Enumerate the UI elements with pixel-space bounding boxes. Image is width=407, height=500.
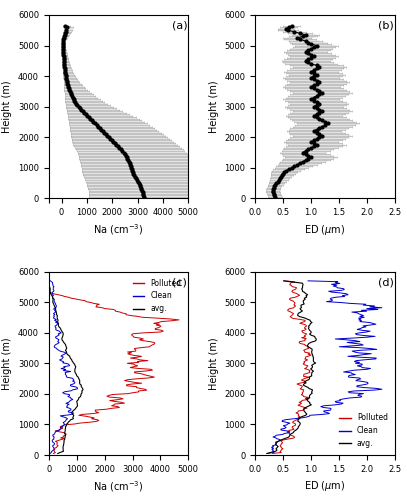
Text: (c): (c) xyxy=(172,277,186,287)
Y-axis label: Height (m): Height (m) xyxy=(2,337,13,390)
Legend: Polluted, Clean, avg.: Polluted, Clean, avg. xyxy=(336,410,391,451)
Text: (d): (d) xyxy=(378,277,394,287)
X-axis label: ED ($\mu$m): ED ($\mu$m) xyxy=(304,480,346,494)
Y-axis label: Height (m): Height (m) xyxy=(2,80,13,133)
Text: (a): (a) xyxy=(172,20,187,30)
Text: (b): (b) xyxy=(378,20,394,30)
Legend: Polluted, Clean, avg.: Polluted, Clean, avg. xyxy=(130,276,184,316)
Y-axis label: Height (m): Height (m) xyxy=(209,80,219,133)
X-axis label: Na (cm$^{-3}$): Na (cm$^{-3}$) xyxy=(93,222,144,238)
Y-axis label: Height (m): Height (m) xyxy=(209,337,219,390)
X-axis label: ED ($\mu$m): ED ($\mu$m) xyxy=(304,222,346,236)
X-axis label: Na (cm$^{-3}$): Na (cm$^{-3}$) xyxy=(93,480,144,494)
